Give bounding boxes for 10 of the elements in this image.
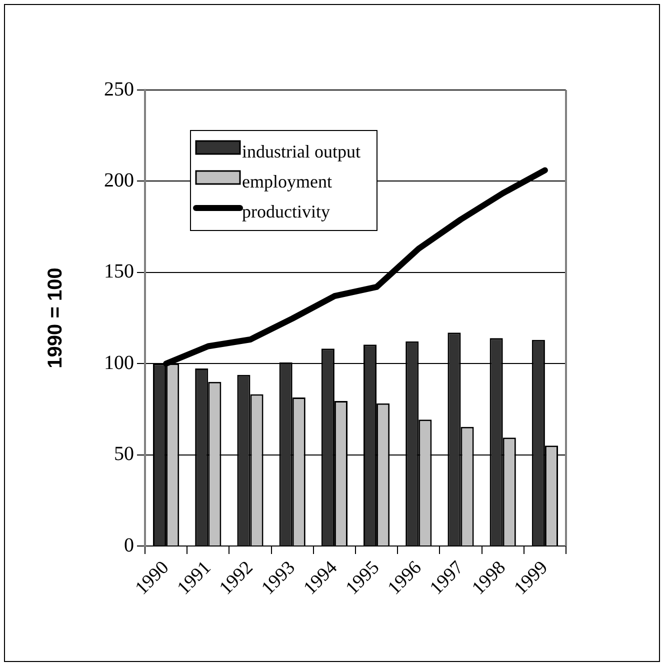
y-axis-title: 1990 = 100 [44, 268, 67, 368]
legend-label: productivity [242, 202, 330, 222]
y-tick-label: 50 [114, 443, 134, 466]
y-tick-label: 150 [104, 260, 134, 283]
y-tick-label: 250 [104, 78, 134, 100]
y-tick-label: 200 [104, 169, 134, 192]
legend-label: industrial output [242, 142, 360, 162]
y-tick-label: 100 [104, 352, 134, 374]
y-tick-label: 0 [124, 534, 134, 556]
legend-label: employment [242, 172, 332, 192]
